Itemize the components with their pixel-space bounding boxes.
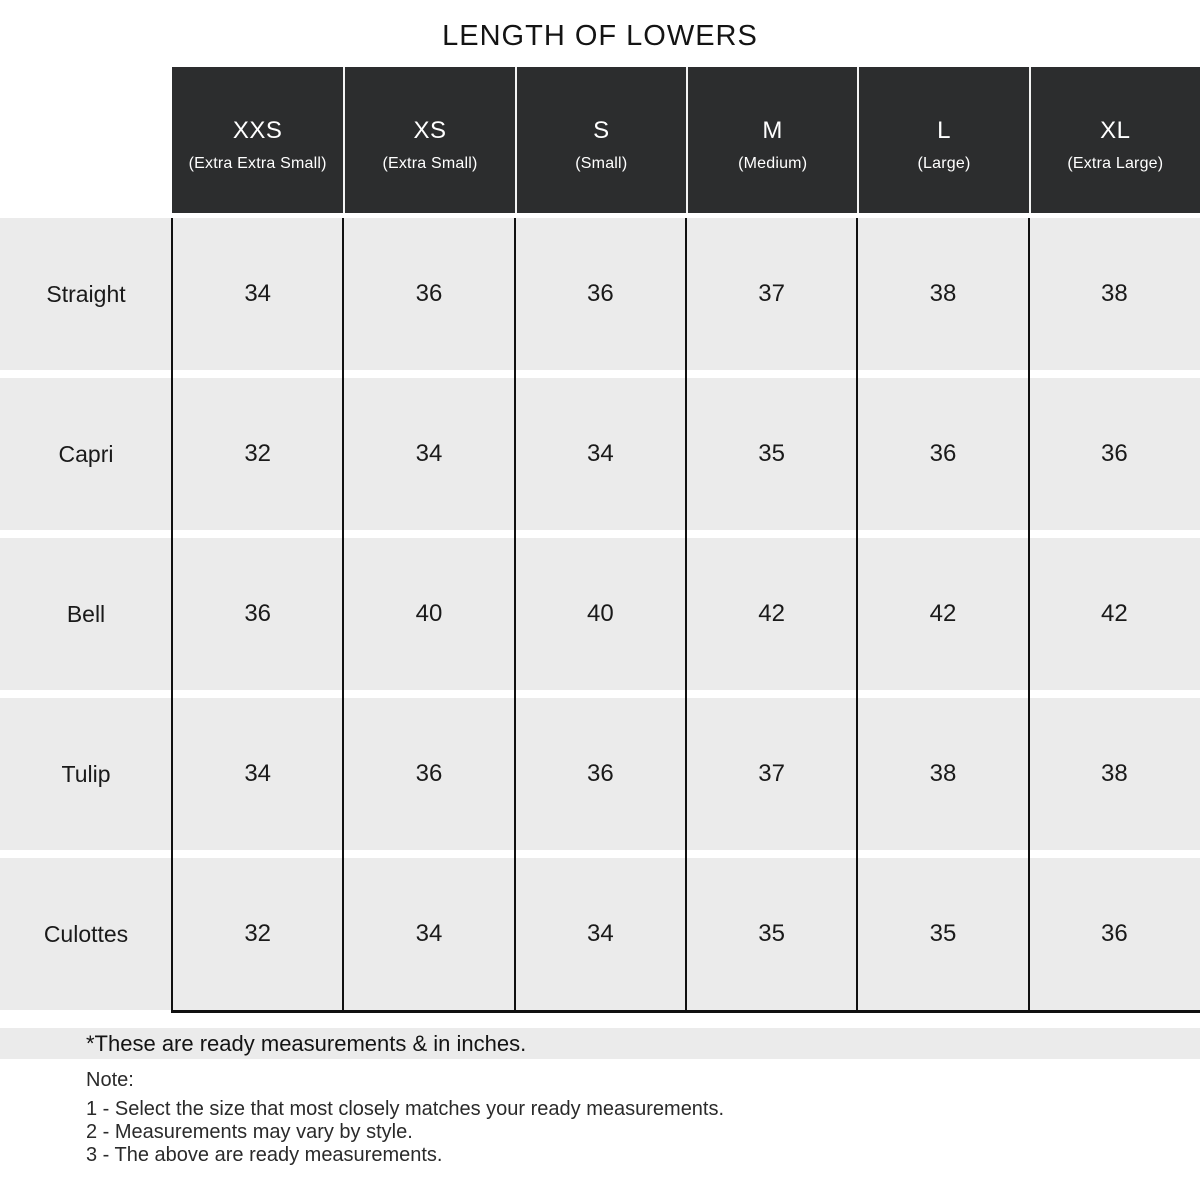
- size-full-name: (Extra Large): [1067, 155, 1164, 172]
- measurement-cell: 36: [172, 538, 344, 690]
- measurement-cell: 34: [514, 378, 686, 530]
- measurement-cell: 36: [857, 378, 1029, 530]
- table-row-culottes: Culottes 32 34 34 35 35 36: [0, 858, 1200, 1010]
- size-abbr: S: [593, 117, 610, 144]
- row-label: Straight: [0, 218, 172, 370]
- measurement-cell: 38: [1028, 218, 1200, 370]
- measurement-cell: 32: [172, 858, 344, 1010]
- size-abbr: XXS: [232, 117, 283, 144]
- measurement-cell: 34: [343, 858, 515, 1010]
- size-full-name: (Extra Extra Small): [188, 155, 327, 172]
- table-row-bell: Bell 36 40 40 42 42 42: [0, 538, 1200, 690]
- measurement-cell: 42: [1028, 538, 1200, 690]
- measurement-cell: 36: [514, 698, 686, 850]
- measurement-cell: 34: [343, 378, 515, 530]
- column-header-s: S (Small): [514, 67, 686, 213]
- row-label: Tulip: [0, 698, 172, 850]
- measurement-cell: 37: [685, 218, 858, 370]
- measurement-cell: 34: [514, 858, 686, 1010]
- size-full-name: (Extra Small): [382, 155, 478, 172]
- table-bottom-border: [171, 1010, 1200, 1013]
- measurement-cell: 36: [514, 218, 686, 370]
- column-header-xs: XS (Extra Small): [343, 67, 515, 213]
- measurement-cell: 38: [1028, 698, 1200, 850]
- measurement-cell: 36: [1028, 378, 1200, 530]
- measurement-cell: 32: [172, 378, 344, 530]
- column-header-xxs: XXS (Extra Extra Small): [172, 67, 344, 213]
- measurement-cell: 35: [857, 858, 1029, 1010]
- size-abbr: M: [762, 117, 783, 144]
- measurement-cell: 36: [343, 218, 515, 370]
- measurement-cell: 36: [343, 698, 515, 850]
- size-table-header: XXS (Extra Extra Small) XS (Extra Small)…: [0, 67, 1200, 213]
- column-header-l: L (Large): [857, 67, 1029, 213]
- size-full-name: (Small): [575, 155, 628, 172]
- note-line: 1 - Select the size that most closely ma…: [86, 1098, 725, 1120]
- column-header-xl: XL (Extra Large): [1028, 67, 1200, 213]
- measurement-cell: 34: [172, 698, 344, 850]
- table-row-tulip: Tulip 34 36 36 37 38 38: [0, 698, 1200, 850]
- measurement-cell: 35: [685, 858, 858, 1010]
- size-table: XXS (Extra Extra Small) XS (Extra Small)…: [0, 67, 1200, 1018]
- row-label: Culottes: [0, 858, 172, 1010]
- measurement-cell: 34: [172, 218, 344, 370]
- measurement-cell: 36: [1028, 858, 1200, 1010]
- size-abbr: L: [937, 117, 951, 144]
- measurement-cell: 40: [514, 538, 686, 690]
- row-label: Capri: [0, 378, 172, 530]
- footnote-text: *These are ready measurements & in inche…: [86, 1030, 527, 1056]
- size-abbr: XL: [1100, 117, 1131, 144]
- note-heading: Note:: [86, 1069, 134, 1091]
- measurement-cell: 38: [857, 698, 1029, 850]
- column-header-m: M (Medium): [685, 67, 858, 213]
- measurement-cell: 42: [685, 538, 858, 690]
- page-title: LENGTH OF LOWERS: [442, 20, 758, 52]
- row-label: Bell: [0, 538, 172, 690]
- measurement-cell: 35: [685, 378, 858, 530]
- table-row-capri: Capri 32 34 34 35 36 36: [0, 378, 1200, 530]
- size-full-name: (Medium): [738, 155, 808, 172]
- size-full-name: (Large): [917, 155, 971, 172]
- measurement-cell: 42: [857, 538, 1029, 690]
- header-spacer: [0, 67, 172, 213]
- size-abbr: XS: [413, 117, 447, 144]
- measurement-cell: 40: [343, 538, 515, 690]
- note-block: Note: 1 - Select the size that most clos…: [86, 1069, 724, 1167]
- table-row-straight: Straight 34 36 36 37 38 38: [0, 218, 1200, 370]
- note-line: 2 - Measurements may vary by style.: [86, 1121, 413, 1143]
- note-line: 3 - The above are ready measurements.: [86, 1144, 443, 1166]
- footnote-band: *These are ready measurements & in inche…: [0, 1028, 1200, 1059]
- measurement-cell: 37: [685, 698, 858, 850]
- size-table-body: Straight 34 36 36 37 38 38 Capri 32 34 3…: [0, 218, 1200, 1013]
- measurement-cell: 38: [857, 218, 1029, 370]
